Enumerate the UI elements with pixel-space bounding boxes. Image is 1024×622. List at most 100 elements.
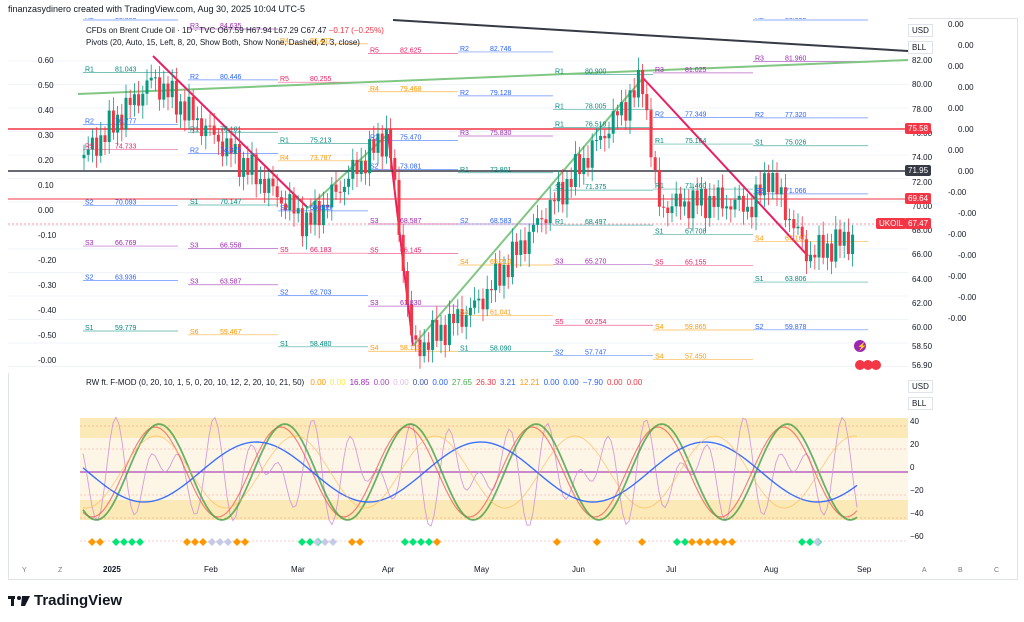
candle-body[interactable] [145,80,149,94]
candle-body[interactable] [250,154,254,175]
zigzag-down-2[interactable] [387,133,414,347]
candle-body[interactable] [263,178,267,193]
candle-body[interactable] [141,93,145,106]
candle-body[interactable] [674,193,678,207]
candle-body[interactable] [716,187,720,207]
candle-body[interactable] [821,234,825,258]
candle-body[interactable] [594,139,598,141]
candle-body[interactable] [767,173,771,193]
candle-body[interactable] [267,178,271,193]
candle-body[interactable] [103,135,107,143]
candle-body[interactable] [447,313,451,346]
candle-body[interactable] [389,128,393,158]
candle-body[interactable] [410,304,414,336]
candle-body[interactable] [758,184,762,196]
candle-body[interactable] [712,196,716,207]
candle-body[interactable] [578,154,582,175]
candle-body[interactable] [116,114,120,133]
candle-body[interactable] [99,135,103,156]
candle-body[interactable] [552,200,556,202]
candle-body[interactable] [380,133,384,157]
candle-body[interactable] [372,139,376,153]
candle-body[interactable] [271,178,275,187]
candle-body[interactable] [166,83,170,98]
candle-body[interactable] [783,187,787,221]
candle-body[interactable] [183,101,187,121]
candle-body[interactable] [536,218,540,225]
candle-body[interactable] [225,138,229,157]
oscillator-name[interactable]: RW ft. F-MOD (0, 20, 10, 1, 5, 0, 20, 10… [86,378,305,387]
zigzag-down-1[interactable] [152,55,309,209]
candle-body[interactable] [489,288,493,291]
resistance-trendline[interactable] [392,19,908,52]
candle-body[interactable] [586,157,590,168]
candle-body[interactable] [120,114,124,130]
candle-body[interactable] [741,195,745,212]
candle-body[interactable] [519,240,523,255]
candle-body[interactable] [636,69,640,98]
candle-body[interactable] [540,218,544,220]
candle-body[interactable] [565,179,569,205]
flag-icon-3[interactable] [871,360,881,370]
candle-body[interactable] [132,94,136,105]
candle-body[interactable] [124,97,128,130]
candle-body[interactable] [662,206,666,208]
alert-icon[interactable] [854,340,866,352]
candle-body[interactable] [817,234,821,258]
candle-body[interactable] [792,219,796,229]
candle-body[interactable] [384,128,388,157]
candle-body[interactable] [258,178,262,185]
candle-body[interactable] [510,241,514,278]
candle-body[interactable] [729,206,733,210]
candle-body[interactable] [376,133,380,153]
flag-icon-2[interactable] [863,360,873,370]
candle-body[interactable] [153,77,157,79]
candle-body[interactable] [762,173,766,196]
candle-body[interactable] [557,181,561,202]
candle-body[interactable] [515,241,519,255]
candle-body[interactable] [733,199,737,210]
candle-body[interactable] [426,342,430,350]
candle-body[interactable] [620,102,624,116]
candle-body[interactable] [452,313,456,324]
candle-body[interactable] [645,94,649,111]
candle-body[interactable] [86,149,90,155]
candle-body[interactable] [242,158,246,177]
candle-body[interactable] [405,271,409,305]
candle-body[interactable] [418,339,422,357]
pivots-indicator-line[interactable]: Pivots (20, Auto, 15, Left, 8, 20, Show … [86,38,360,47]
candle-body[interactable] [708,196,712,219]
candle-body[interactable] [813,254,817,258]
candle-body[interactable] [368,139,372,174]
candle-body[interactable] [641,69,645,95]
candle-body[interactable] [300,208,304,237]
candle-body[interactable] [720,187,724,209]
candle-body[interactable] [460,309,464,327]
candle-body[interactable] [615,111,619,116]
candle-body[interactable] [649,110,653,158]
candle-body[interactable] [414,335,418,340]
candle-body[interactable] [401,234,405,272]
candle-body[interactable] [397,179,401,235]
candle-body[interactable] [531,224,535,232]
candle-body[interactable] [653,157,657,170]
candle-body[interactable] [317,200,321,226]
candle-body[interactable] [82,154,86,159]
corner-button-z[interactable]: Z [58,567,63,574]
tradingview-logo[interactable]: TradingView [8,592,122,609]
candle-body[interactable] [233,143,237,154]
candle-body[interactable] [431,319,435,350]
candle-body[interactable] [284,203,288,211]
candle-body[interactable] [191,96,195,121]
candle-body[interactable] [573,154,577,187]
candle-body[interactable] [473,300,477,308]
candle-body[interactable] [200,118,204,137]
price-chart[interactable]: R2 85.553 R3 84.635 R4 83.407 R5 82.625 R2 82.746… [8,18,908,373]
candle-body[interactable] [527,231,531,254]
corner-button-b[interactable]: B [958,567,963,574]
candle-body[interactable] [221,141,225,157]
candle-body[interactable] [359,160,363,175]
candle-body[interactable] [351,159,355,179]
candle-body[interactable] [582,157,586,175]
candle-body[interactable] [788,219,792,221]
